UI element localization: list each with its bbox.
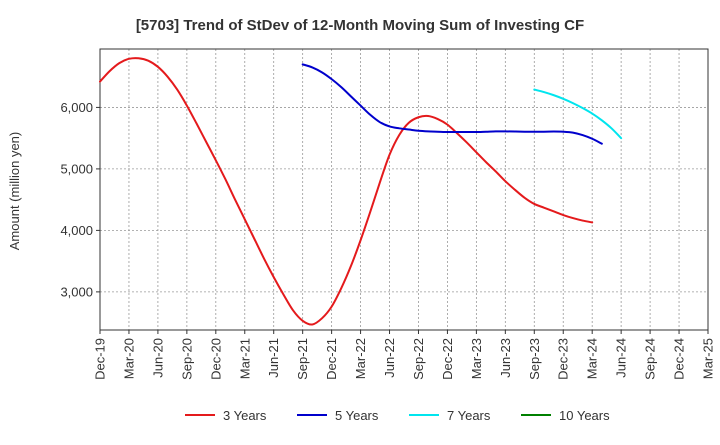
x-tick-label: Jun-20 [150,338,165,378]
x-tick-label: Sep-21 [295,338,310,380]
x-tick-label: Jun-23 [498,338,513,378]
legend: 3 Years 5 Years 7 Years 10 Years [185,408,610,423]
x-tick-label: Jun-21 [266,338,281,378]
x-tick-label: Jun-22 [382,338,397,378]
plot-frame [99,48,709,331]
chart-title: [5703] Trend of StDev of 12-Month Moving… [136,17,584,34]
x-tick-label: Sep-22 [411,338,426,380]
x-tick-label: Mar-25 [701,338,716,379]
series-line-2 [533,88,623,140]
y-tick-label: 6,000 [60,100,93,115]
x-tick-label: Mar-23 [469,338,484,379]
legend-label-2: 7 Years [447,408,491,423]
series-layer [99,57,623,326]
x-tick-label: Sep-20 [179,338,194,380]
series-line-1 [301,63,603,145]
y-tick-label: 3,000 [60,284,93,299]
y-tick-label: 4,000 [60,223,93,238]
x-tick-label: Dec-20 [208,338,223,380]
x-tick-label: Mar-22 [353,338,368,379]
x-tick-label: Dec-21 [324,338,339,380]
x-tick-label: Jun-24 [614,338,629,378]
x-tick-labels: Dec-19 Mar-20 Jun-20 Sep-20 Dec-20 Mar-21 Jun-… [93,330,716,380]
y-tick-label: 5,000 [60,161,93,176]
x-tick-label: Mar-24 [585,338,600,379]
x-tick-label: Mar-20 [121,338,136,379]
legend-label-3: 10 Years [559,408,610,423]
x-tick-label: Dec-24 [672,338,687,380]
grid-layer [99,49,709,330]
x-tick-label: Dec-22 [440,338,455,380]
legend-label-1: 5 Years [335,408,379,423]
y-axis-title: Amount (million yen) [7,132,22,251]
series-line-0 [99,57,594,326]
x-tick-label: Dec-19 [93,338,108,380]
legend-label-0: 3 Years [223,408,267,423]
x-tick-label: Sep-24 [643,338,658,380]
x-tick-label: Mar-21 [237,338,252,379]
y-tick-labels: 3,000 4,000 5,000 6,000 [60,100,100,299]
x-tick-label: Sep-23 [527,338,542,380]
x-tick-label: Dec-23 [556,338,571,380]
